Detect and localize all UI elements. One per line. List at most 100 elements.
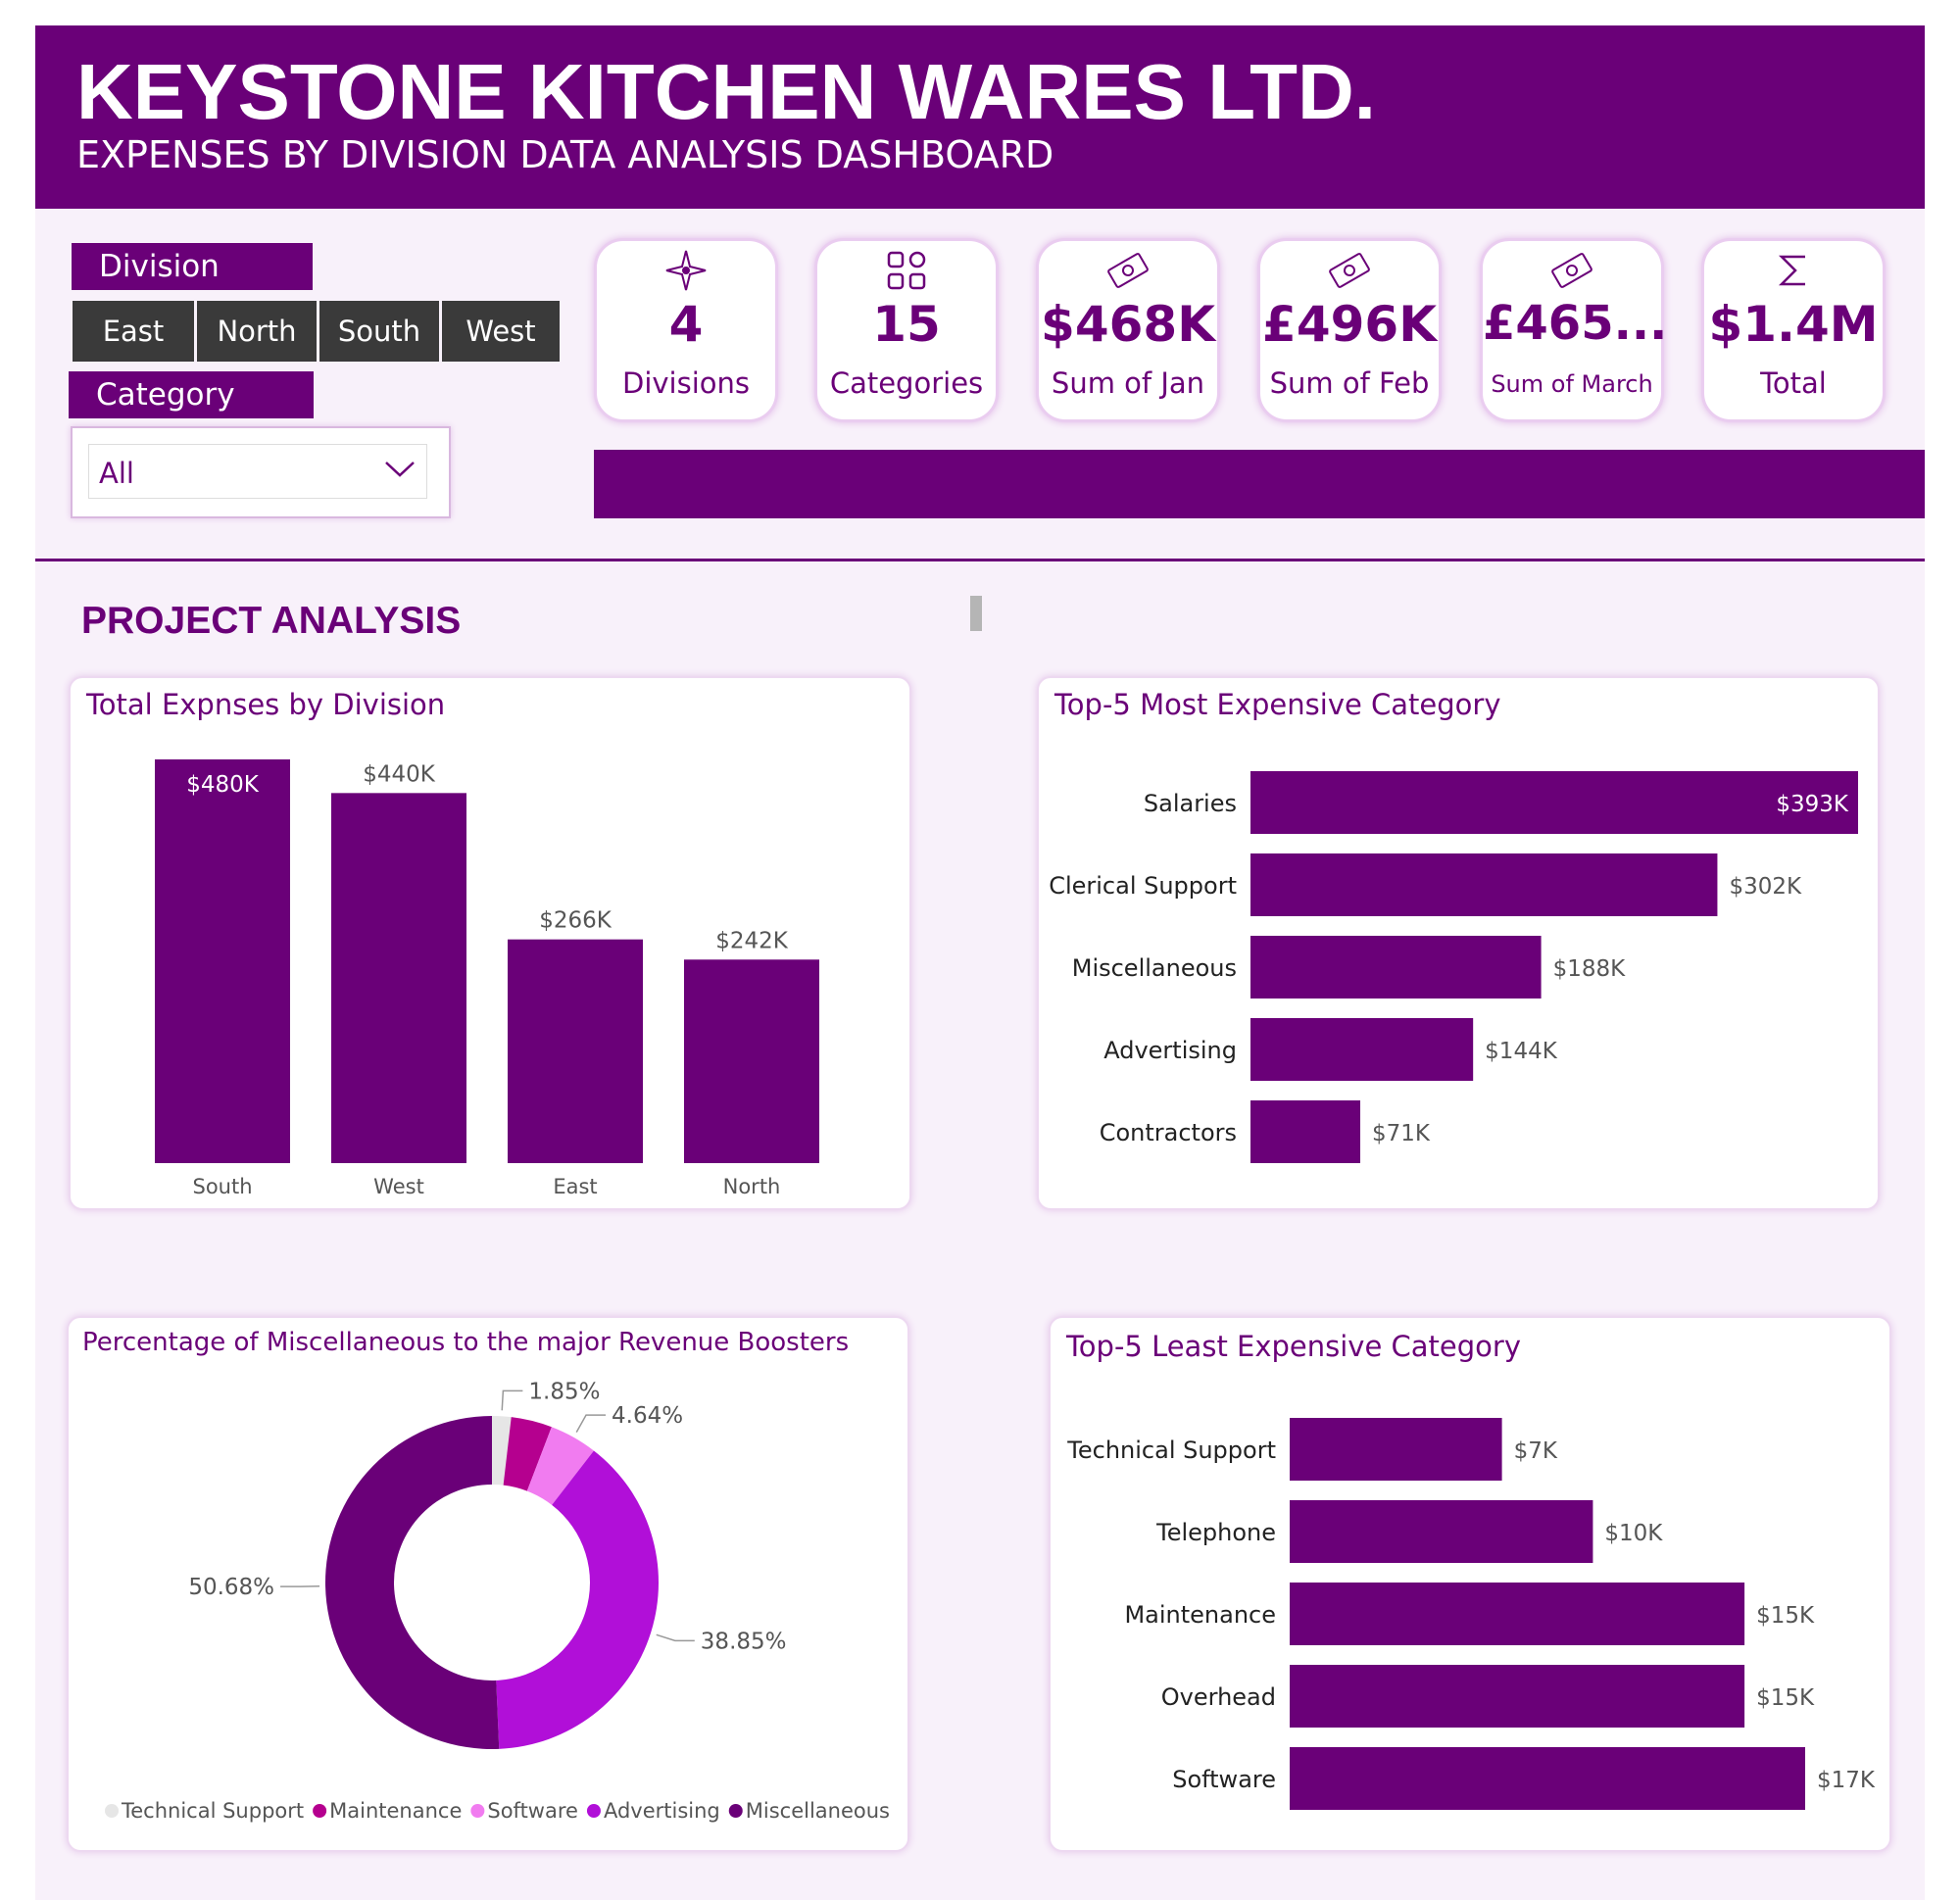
bar-east[interactable]	[508, 939, 643, 1163]
donut-chart: 1.85% 4.64% 38.85% 50.68% Technical Support M…	[105, 1379, 890, 1823]
kpi-card-categories: 15 Categories	[814, 238, 999, 422]
kpi-card-divisions: 4 Divisions	[594, 238, 778, 422]
slice-maintenance[interactable]	[503, 1417, 552, 1491]
chart-title: Total Expnses by Division	[86, 688, 446, 721]
legend-marker	[728, 1804, 743, 1818]
legend-marker	[470, 1804, 485, 1818]
bar-salaries[interactable]	[1250, 771, 1858, 834]
kpi-value: $1.4M	[1708, 296, 1879, 353]
division-button-north[interactable]: North	[197, 301, 317, 362]
bar-advertising[interactable]	[1250, 1018, 1474, 1081]
chart-title: Percentage of Miscellaneous to the major…	[82, 1328, 850, 1357]
y-tick-label: Technical Support	[1066, 1437, 1276, 1464]
x-tick-label: East	[553, 1175, 597, 1198]
legend-label[interactable]: Technical Support	[121, 1799, 304, 1823]
data-label: $188K	[1553, 956, 1627, 982]
bar-contractors[interactable]	[1250, 1100, 1361, 1163]
kpi-card-total: $1.4M Total	[1701, 238, 1886, 422]
kpi-label: Categories	[829, 366, 984, 400]
data-label: $71K	[1372, 1121, 1431, 1146]
kpi-value: 4	[668, 296, 704, 353]
bar-software[interactable]	[1290, 1747, 1805, 1810]
bar-telephone[interactable]	[1290, 1500, 1593, 1563]
division-slicer-title: Division	[72, 243, 313, 290]
kpi-value: £465...	[1483, 296, 1668, 351]
data-label: $266K	[539, 908, 612, 934]
kpi-card-sum-jan: $468K Sum of Jan	[1036, 238, 1220, 422]
bar-miscellaneous[interactable]	[1250, 936, 1542, 999]
division-bar-chart: $480K South $440K West $266K East $242K North	[155, 759, 819, 1198]
bar-clerical-support[interactable]	[1250, 853, 1718, 916]
chart-title: Top-5 Least Expensive Category	[1066, 1330, 1521, 1363]
division-button-east[interactable]: East	[73, 301, 194, 362]
least-expensive-bar-chart: Technical Support $7K Telephone $10K Mainten…	[1066, 1418, 1876, 1810]
data-label: $7K	[1514, 1438, 1558, 1464]
kpi-label: Sum of Feb	[1269, 366, 1430, 400]
data-label: 4.64%	[612, 1403, 683, 1429]
x-tick-label: South	[192, 1175, 252, 1198]
data-label: $393K	[1776, 792, 1849, 817]
accent-bar	[594, 450, 1925, 518]
bar-maintenance[interactable]	[1290, 1583, 1745, 1645]
money-icon	[1483, 249, 1661, 292]
money-icon	[1039, 249, 1217, 292]
kpi-label: Sum of Jan	[1051, 366, 1205, 400]
legend-label[interactable]: Software	[487, 1799, 578, 1823]
money-icon	[1260, 249, 1439, 292]
bar-south[interactable]	[155, 759, 290, 1163]
kpi-label: Total	[1760, 366, 1827, 400]
grid-squares-icon	[817, 249, 996, 292]
chart-card-least-expensive: Top-5 Least Expensive Category Technical…	[1049, 1316, 1891, 1852]
bar-west[interactable]	[331, 793, 466, 1163]
data-label: $144K	[1485, 1039, 1558, 1064]
division-button-south[interactable]: South	[319, 301, 439, 362]
sigma-icon	[1704, 249, 1883, 292]
bar-north[interactable]	[684, 959, 819, 1163]
leader-line	[656, 1633, 695, 1642]
y-tick-label: Overhead	[1161, 1683, 1276, 1711]
leader-line	[501, 1389, 523, 1411]
data-label: $17K	[1817, 1768, 1876, 1793]
category-dropdown-value: All	[99, 457, 134, 490]
kpi-label: Sum of March	[1491, 370, 1653, 398]
chart-card-most-expensive: Top-5 Most Expensive Category Salaries $3…	[1037, 676, 1880, 1210]
legend-marker	[586, 1804, 601, 1818]
y-tick-label: Clerical Support	[1049, 872, 1237, 900]
data-label: $480K	[186, 772, 260, 798]
chart-card-miscellaneous-percentage: Percentage of Miscellaneous to the major…	[67, 1316, 909, 1852]
kpi-card-sum-march: £465... Sum of March	[1480, 238, 1668, 422]
section-title: PROJECT ANALYSIS	[81, 600, 462, 642]
data-label: 38.85%	[701, 1629, 787, 1654]
data-label: $15K	[1756, 1603, 1815, 1629]
data-label: $242K	[715, 928, 789, 953]
chevron-down-icon	[383, 457, 416, 484]
section-divider	[35, 559, 1925, 561]
slice-software[interactable]	[526, 1427, 594, 1505]
data-label: 1.85%	[528, 1379, 600, 1404]
compass-star-icon	[597, 249, 775, 292]
legend-label[interactable]: Advertising	[604, 1799, 720, 1823]
legend-label[interactable]: Miscellaneous	[746, 1799, 890, 1823]
legend-label[interactable]: Maintenance	[329, 1799, 462, 1823]
kpi-value: £496K	[1262, 296, 1437, 353]
category-dropdown[interactable]: All	[88, 444, 427, 499]
y-tick-label: Advertising	[1103, 1037, 1237, 1064]
y-tick-label: Contractors	[1100, 1119, 1237, 1146]
category-slicer: All	[71, 426, 451, 518]
chart-card-division-expenses: Total Expnses by Division $480K South $440…	[69, 676, 911, 1210]
bar-technical-support[interactable]	[1290, 1418, 1502, 1481]
data-label: $10K	[1604, 1521, 1663, 1546]
legend-marker	[313, 1804, 327, 1818]
data-label: $440K	[363, 761, 436, 787]
x-tick-label: West	[373, 1175, 424, 1198]
slice-miscellaneous[interactable]	[324, 1416, 500, 1749]
slice-technical-support[interactable]	[492, 1416, 512, 1486]
division-button-west[interactable]: West	[442, 301, 560, 362]
data-label: $15K	[1756, 1685, 1815, 1711]
slice-advertising[interactable]	[496, 1450, 659, 1749]
most-expensive-bar-chart: Salaries $393K Clerical Support $302K Miscel…	[1049, 771, 1858, 1163]
scroll-handle[interactable]	[970, 596, 982, 631]
data-label: $302K	[1729, 874, 1802, 900]
y-tick-label: Maintenance	[1124, 1601, 1276, 1629]
bar-overhead[interactable]	[1290, 1665, 1745, 1728]
